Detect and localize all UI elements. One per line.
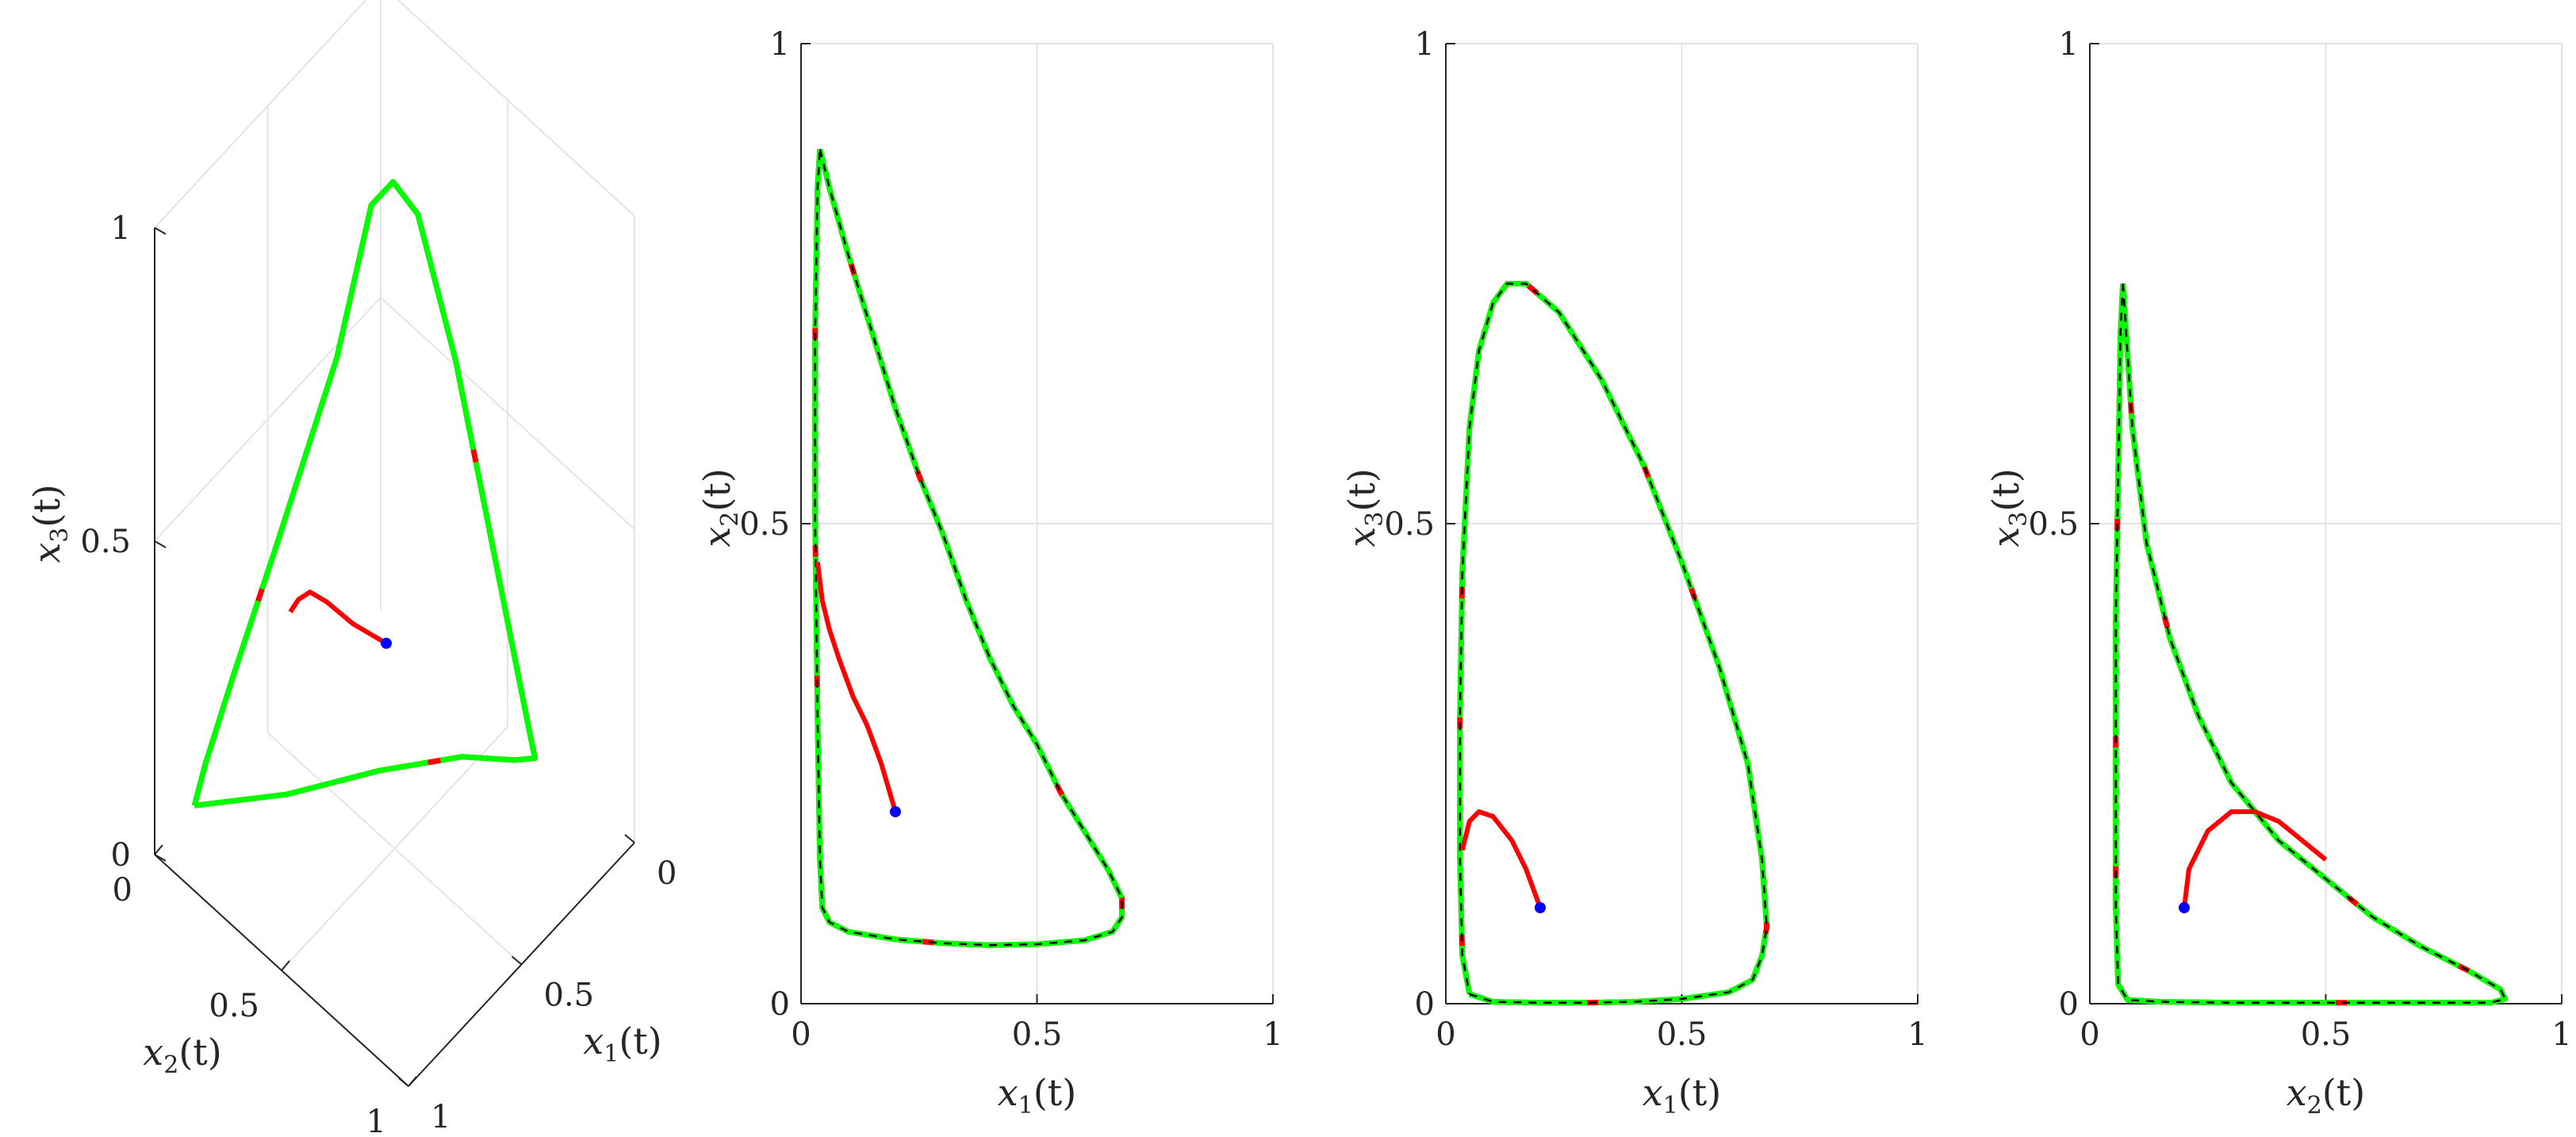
dashed-overlay-series [814,148,1123,947]
y-tick-label: 1 [770,26,790,63]
x2-tick [408,1076,417,1087]
red-underlay-series [1457,281,1770,1006]
panel-x1-vs-x3: 00 0.5 0.5 1 1 x1(t) x3(t) [1340,26,1928,1120]
z-tick-label: 1 [111,210,131,247]
start-point [1535,902,1546,913]
x2-tick-label: 0 [113,872,132,908]
limit-cycle-series [812,148,1125,948]
x1-tick-label: 1 [431,1099,450,1135]
x1-tick-label: 0.5 [544,978,595,1014]
x-tick-label: 0.5 [2301,1016,2352,1053]
floor-grid-x2 [266,732,523,966]
y-tick-label: 0 [1415,986,1435,1023]
x-tick-label: 1 [2551,1016,2571,1053]
x1-tick [624,834,635,843]
start-point [381,637,392,649]
z-tick [154,227,167,235]
wall-grid-z [397,0,635,217]
x-tick-label: 0 [2080,1016,2099,1053]
wall-grid-z [154,0,367,229]
y-tick-label: 0.5 [739,506,790,543]
x1-tick-label: 0 [657,855,677,892]
x1-tick [398,1077,409,1087]
y-tick-label: 0 [770,986,790,1023]
y-axis-label: x3(t) [1340,468,1389,547]
x-tick-label: 0.5 [1012,1016,1063,1053]
x2-axis-label: x2(t) [143,1031,221,1079]
dashed-overlay-series [2114,283,2507,1004]
start-point [2179,902,2190,913]
red-underlay-series [812,148,1125,948]
y-tick-label: 1 [1415,26,1435,63]
limit-cycle-series [191,179,538,809]
x-axis-label: x2(t) [2287,1071,2365,1120]
z-tick-label: 0 [111,837,131,874]
x1-axis-label: x1(t) [583,1020,661,1068]
z-tick [154,854,167,862]
y-tick-label: 0.5 [1384,506,1435,543]
z-tick [154,540,167,548]
x-tick-label: 1 [1263,1016,1282,1053]
y-tick-label: 0 [2059,986,2079,1023]
x-tick-label: 0.5 [1657,1016,1708,1053]
x2-tick-label: 1 [366,1104,386,1137]
x-tick-label: 0 [1436,1016,1455,1053]
limit-cycle-series [1457,281,1770,1006]
transient-series [288,590,388,646]
x-axis-label: x1(t) [1643,1071,1721,1120]
panel-x2-vs-x3: 00 0.5 0.5 1 1 x2(t) x3(t) [1984,26,2572,1120]
y-axis-label: x3(t) [1984,468,2033,547]
panel-3d-x1-x2-x3: 00 00.50.5 0.511 1x3(t)x2(t) x1(t) [25,0,677,1137]
x-axis-label: x1(t) [998,1071,1076,1120]
start-point [890,806,901,817]
z-axis-label: x3(t) [25,484,74,563]
limit-cycle-series [2113,283,2509,1006]
z-tick-label: 0.5 [80,524,131,560]
transient-series [2182,809,2328,908]
x2-tick [154,844,163,855]
y-tick-label: 1 [2059,26,2079,63]
x2-tick [281,960,290,971]
transient-series [1459,809,1543,909]
transient-series [815,562,898,812]
x1-tick [511,955,523,966]
dashed-overlay-series [1459,282,1768,1004]
x2-tick-label: 0.5 [209,988,259,1024]
y-axis-label: x2(t) [696,468,744,547]
y-tick-label: 0.5 [2028,506,2079,543]
x-tick-label: 0 [791,1016,811,1053]
x-tick-label: 1 [1907,1016,1927,1053]
panel-x1-vs-x2: 00 0.5 0.5 1 1 x1(t) x2(t) [696,26,1283,1120]
